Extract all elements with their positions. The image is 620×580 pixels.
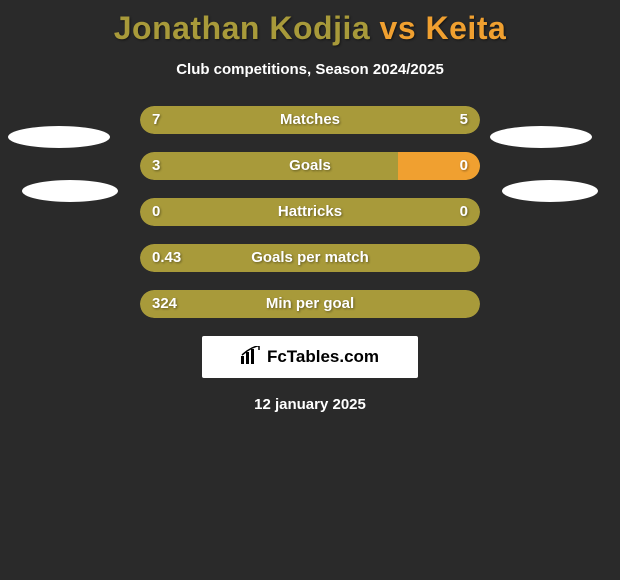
date-label: 12 january 2025	[0, 396, 620, 413]
title-prefix: Jonathan Kodjia	[114, 10, 370, 46]
page-title: Jonathan Kodjia vs Keita	[0, 0, 620, 47]
bar-row: 0.43Goals per match	[140, 244, 480, 272]
subtitle: Club competitions, Season 2024/2025	[0, 61, 620, 78]
bar-metric-label: Goals per match	[140, 244, 480, 272]
decorative-ellipse	[490, 126, 592, 148]
decorative-ellipse	[22, 180, 118, 202]
logo-text: FcTables.com	[267, 347, 379, 367]
bar-right-value: 0	[460, 198, 468, 226]
bar-metric-label: Goals	[140, 152, 480, 180]
bar-row: 324Min per goal	[140, 290, 480, 318]
bar-right-value: 5	[460, 106, 468, 134]
chart-icon	[241, 346, 261, 369]
title-suffix: Keita	[426, 10, 507, 46]
bar-metric-label: Min per goal	[140, 290, 480, 318]
logo[interactable]: FcTables.com	[202, 336, 418, 378]
decorative-ellipse	[502, 180, 598, 202]
bar-metric-label: Hattricks	[140, 198, 480, 226]
bar-row: 3Goals0	[140, 152, 480, 180]
bar-metric-label: Matches	[140, 106, 480, 134]
decorative-ellipse	[8, 126, 110, 148]
title-vs: vs	[370, 10, 425, 46]
bar-row: 0Hattricks0	[140, 198, 480, 226]
bar-right-value: 0	[460, 152, 468, 180]
bars-container: 7Matches53Goals00Hattricks00.43Goals per…	[140, 106, 480, 318]
bar-row: 7Matches5	[140, 106, 480, 134]
